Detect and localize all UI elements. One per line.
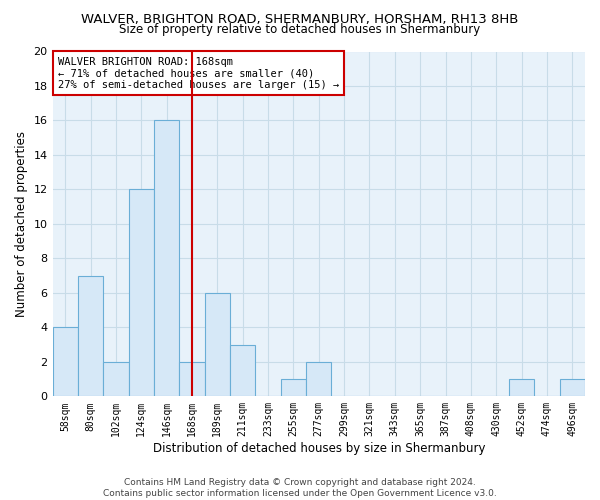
Text: Contains HM Land Registry data © Crown copyright and database right 2024.
Contai: Contains HM Land Registry data © Crown c… bbox=[103, 478, 497, 498]
Bar bbox=[509, 379, 534, 396]
Bar bbox=[179, 362, 205, 396]
Bar bbox=[205, 293, 230, 397]
Bar bbox=[78, 276, 103, 396]
Bar bbox=[560, 379, 585, 396]
Text: Size of property relative to detached houses in Shermanbury: Size of property relative to detached ho… bbox=[119, 22, 481, 36]
Bar bbox=[306, 362, 331, 396]
Y-axis label: Number of detached properties: Number of detached properties bbox=[15, 131, 28, 317]
Bar bbox=[281, 379, 306, 396]
Bar bbox=[154, 120, 179, 396]
Bar bbox=[230, 344, 256, 397]
X-axis label: Distribution of detached houses by size in Shermanbury: Distribution of detached houses by size … bbox=[152, 442, 485, 455]
Bar bbox=[53, 328, 78, 396]
Bar bbox=[103, 362, 128, 396]
Bar bbox=[128, 190, 154, 396]
Text: WALVER BRIGHTON ROAD: 168sqm
← 71% of detached houses are smaller (40)
27% of se: WALVER BRIGHTON ROAD: 168sqm ← 71% of de… bbox=[58, 56, 339, 90]
Text: WALVER, BRIGHTON ROAD, SHERMANBURY, HORSHAM, RH13 8HB: WALVER, BRIGHTON ROAD, SHERMANBURY, HORS… bbox=[82, 12, 518, 26]
